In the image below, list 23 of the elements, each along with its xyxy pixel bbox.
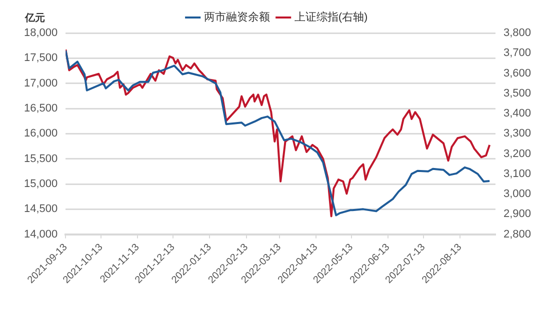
y2-tick-label: 3,600 <box>503 67 532 80</box>
y-tick-label: 16,500 <box>24 102 58 115</box>
y2-tick-label: 3,000 <box>503 188 532 200</box>
legend-label: 两市融资余额 <box>204 10 270 24</box>
y2-tick-label: 3,200 <box>503 148 532 160</box>
y2-tick-label: 2,900 <box>503 208 532 220</box>
y-axis-title: 亿元 <box>24 12 45 24</box>
legend-label: 上证综指(右轴) <box>294 10 368 24</box>
y2-tick-label: 3,700 <box>503 47 532 60</box>
y-tick-label: 14,500 <box>24 203 58 216</box>
y2-tick-label: 3,300 <box>503 128 532 140</box>
y2-tick-label: 3,500 <box>503 87 532 100</box>
y2-tick-label: 3,800 <box>503 27 532 40</box>
y2-tick-label: 3,100 <box>503 168 532 180</box>
y2-tick-label: 3,400 <box>503 108 532 120</box>
y-tick-label: 18,000 <box>24 27 58 40</box>
y-tick-label: 17,500 <box>24 52 58 64</box>
y-tick-label: 14,000 <box>24 228 58 240</box>
y-tick-label: 15,500 <box>24 152 58 165</box>
y-tick-label: 16,000 <box>24 128 58 140</box>
y-tick-label: 15,000 <box>24 178 58 190</box>
y-tick-label: 17,000 <box>24 77 58 90</box>
y2-tick-label: 2,800 <box>503 228 532 240</box>
